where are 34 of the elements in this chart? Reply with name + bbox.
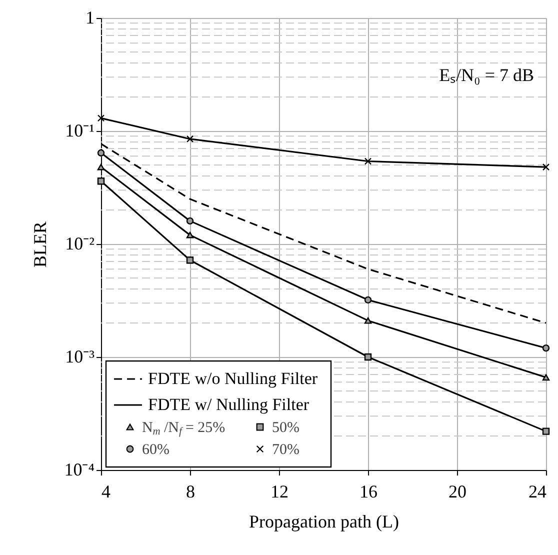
y-axis-title: BLER [30, 221, 50, 268]
point [542, 163, 550, 171]
point [97, 149, 105, 156]
x-tick-label: 8 [186, 482, 195, 502]
x-tick-label: 4 [102, 482, 110, 502]
point [186, 256, 194, 264]
y-tick-label: 10⁻³ [65, 346, 96, 366]
y-tick-label: 10⁻⁴ [64, 460, 94, 480]
point [364, 317, 372, 324]
point [542, 428, 550, 435]
x-tick-label: 20 [448, 482, 466, 502]
annotation: Eₛ/N₀ = 7 dB [439, 65, 534, 85]
point [542, 344, 550, 352]
x-axis-title: Propagation path (L) [249, 512, 399, 532]
legend-label: 60% [142, 442, 170, 458]
point [186, 232, 194, 238]
x-tick-label: 16 [360, 482, 378, 502]
point [97, 114, 105, 122]
y-tick-label: 1 [86, 8, 94, 28]
annotation: FDTE w/ Nulling Filter [148, 395, 310, 414]
point [186, 217, 194, 225]
x-tick-label: 12 [270, 482, 288, 502]
legend-label: 50% [272, 420, 300, 436]
x-tick-label: 24 [528, 482, 546, 502]
point [364, 353, 372, 361]
point [186, 135, 194, 143]
legend-label: 70% [272, 442, 300, 458]
point [364, 158, 372, 165]
y-tick-label: 10⁻¹ [65, 120, 94, 140]
y-tick-label: 10⁻² [65, 234, 94, 254]
point [542, 374, 550, 381]
point [97, 178, 105, 185]
point [364, 296, 372, 304]
legend-label: FDTE w/o Nulling Filter [148, 369, 318, 388]
